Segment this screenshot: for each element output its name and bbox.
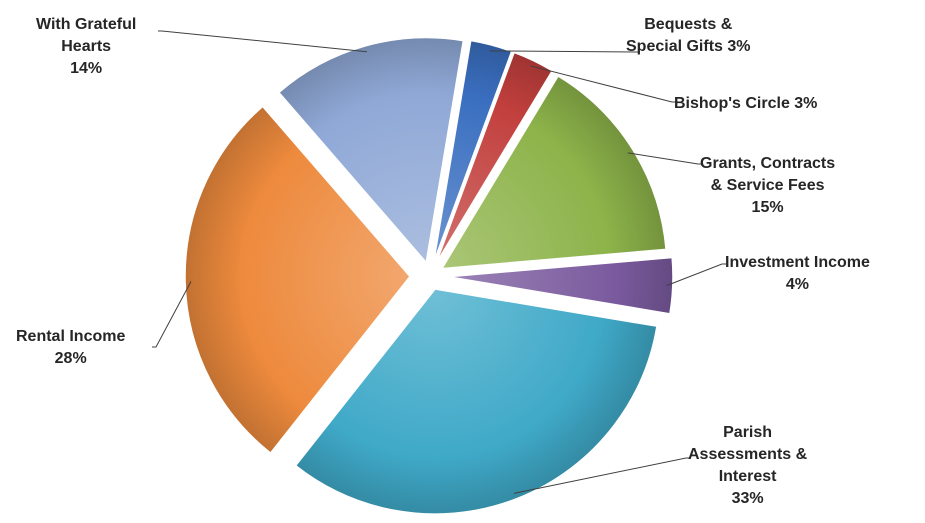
leader-line-parish	[513, 457, 690, 494]
slice-label-investment: Investment Income 4%	[725, 254, 870, 293]
slice-label-rental: Rental Income 28%	[16, 328, 126, 367]
pie-slice-grants	[440, 74, 667, 270]
slice-label-bequests: Bequests & Special Gifts 3%	[626, 16, 751, 55]
leader-line-investment	[666, 263, 726, 286]
leader-line-grateful-hearts	[158, 30, 368, 53]
pie-slice-parish	[294, 288, 658, 515]
leader-lines	[152, 30, 726, 494]
pie-slice-investment	[447, 256, 674, 315]
leader-line-bequests	[489, 50, 640, 53]
leader-line-rental	[152, 281, 192, 348]
pie-slice-bishops-circle	[435, 51, 554, 264]
leader-line-bishops-circle	[530, 65, 676, 103]
slice-label-parish: Parish Assessments & Interest 33%	[688, 424, 808, 507]
slice-label-bishops-circle: Bishop's Circle 3%	[674, 95, 818, 112]
pie-slice-rental	[184, 105, 411, 455]
leader-line-grants	[627, 152, 702, 165]
pie-slices	[184, 36, 674, 515]
slice-label-grants: Grants, Contracts & Service Fees 15%	[700, 155, 836, 216]
slice-label-grateful-hearts: With Grateful Hearts 14%	[36, 16, 137, 77]
pie-slice-grateful-hearts	[277, 36, 465, 265]
